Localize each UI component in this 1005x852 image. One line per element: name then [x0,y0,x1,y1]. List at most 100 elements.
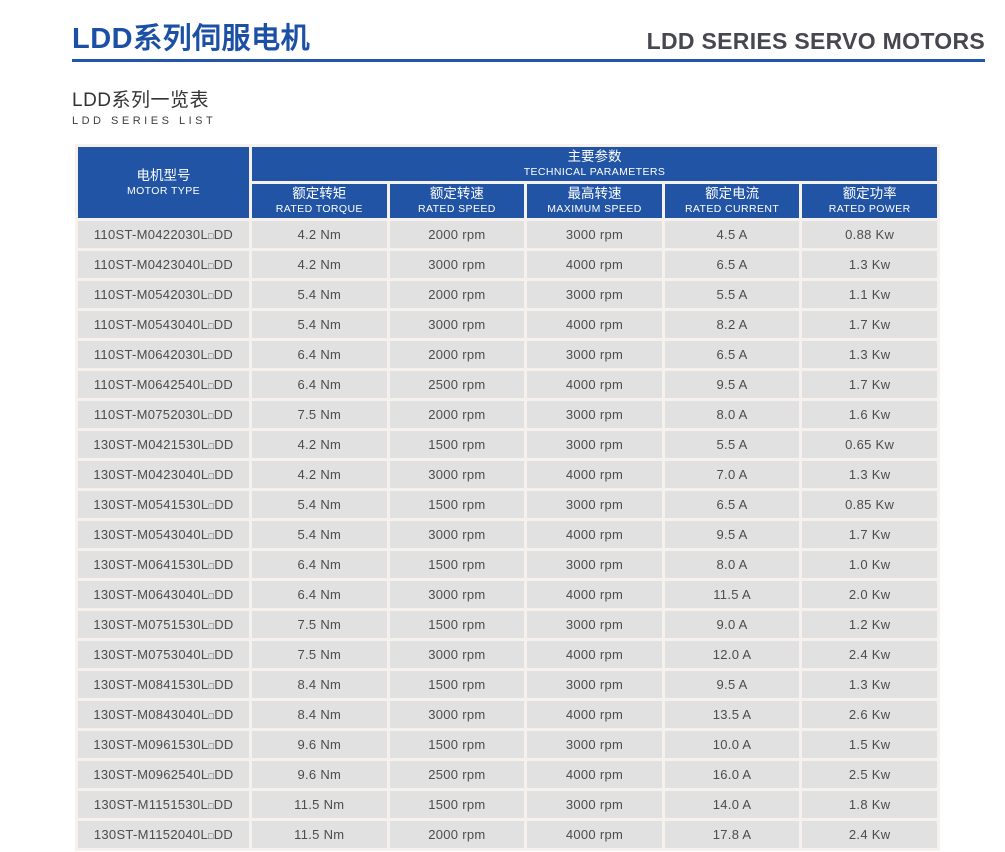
rated-current-cell: 4.5 A [664,221,800,249]
table-row: 130ST-M0753040L□DD 7.5 Nm 3000 rpm 4000 rpm… [78,641,937,669]
motor-type-cell: 130ST-M0753040L□DD [78,641,249,669]
frame-placeholder-square: □ [207,801,214,812]
rated-torque-cell: 11.5 Nm [252,821,387,849]
rated-power-cell: 1.2 Kw [802,611,937,639]
motor-type-cell: 110ST-M0642540L□DD [78,371,249,399]
rated-power-cell: 2.5 Kw [802,761,937,789]
rated-torque-cell: 4.2 Nm [252,221,387,249]
rated-torque-cell: 7.5 Nm [252,641,387,669]
column-header-rated-torque: 额定转矩 RATED TORQUE [252,184,387,219]
motor-type-header-en: MOTOR TYPE [126,184,201,197]
rated-power-cell: 1.6 Kw [802,401,937,429]
rated-power-cell: 1.8 Kw [802,791,937,819]
maximum-speed-cell: 3000 rpm [527,341,662,369]
rated-current-cell: 16.0 A [664,761,800,789]
motor-type-cell: 130ST-M0543040L□DD [78,521,249,549]
maximum-speed-cell: 4000 rpm [527,821,662,849]
motor-type-header-zh: 电机型号 [136,167,191,183]
frame-placeholder-square: □ [208,681,215,692]
frame-placeholder-square: □ [207,351,214,362]
rated-speed-cell: 3000 rpm [389,641,525,669]
rated-speed-cell: 3000 rpm [389,581,525,609]
rated-power-cell: 1.7 Kw [802,311,937,339]
table-row: 130ST-M0751530L□DD 7.5 Nm 1500 rpm 3000 rpm… [78,611,937,639]
frame-placeholder-square: □ [207,321,214,332]
rated-current-cell: 9.5 A [664,671,800,699]
page-title-zh: LDD系列伺服电机 [72,23,311,55]
rated-torque-cell: 4.2 Nm [252,251,387,279]
page-title-en: LDD SERIES SERVO MOTORS [646,28,985,55]
motor-type-cell: 130ST-M0843040L□DD [78,701,249,729]
table-row: 130ST-M0961530L□DD 9.6 Nm 1500 rpm 3000 rpm… [78,731,937,759]
rated-power-cell: 1.1 Kw [802,281,937,309]
rated-power-cell: 1.3 Kw [802,341,937,369]
subtitle-zh: LDD系列一览表 [72,90,210,112]
motor-type-cell: 130ST-M0423040L□DD [78,461,249,489]
maximum-speed-cell: 3000 rpm [527,551,662,579]
rated-power-cell: 1.3 Kw [802,251,937,279]
maximum-speed-cell: 4000 rpm [527,371,662,399]
rated-torque-cell: 6.4 Nm [252,341,387,369]
rated-power-cell: 2.4 Kw [802,641,937,669]
frame-placeholder-square: □ [208,471,215,482]
rated-current-cell: 8.2 A [664,311,800,339]
frame-placeholder-square: □ [208,771,215,782]
rated-torque-cell: 6.4 Nm [252,371,387,399]
rated-power-cell: 2.0 Kw [802,581,937,609]
motor-type-cell: 110ST-M0642030L□DD [78,341,249,369]
rated-power-cell: 0.88 Kw [802,221,937,249]
rated-power-cell: 1.5 Kw [802,731,937,759]
frame-placeholder-square: □ [207,831,214,842]
rated-current-cell: 6.5 A [664,491,800,519]
frame-placeholder-square: □ [208,561,215,572]
frame-placeholder-square: □ [208,591,215,602]
rated-speed-cell: 2000 rpm [389,401,525,429]
table-row: 110ST-M0422030L□DD 4.2 Nm 2000 rpm 3000 rpm… [78,221,937,249]
rated-current-cell: 5.5 A [664,431,800,459]
rated-torque-cell: 4.2 Nm [252,461,387,489]
rated-speed-cell: 1500 rpm [389,791,525,819]
rated-current-cell: 9.5 A [664,371,800,399]
frame-placeholder-square: □ [207,231,214,242]
rated-torque-cell: 5.4 Nm [252,281,387,309]
maximum-speed-cell: 3000 rpm [527,221,662,249]
rated-power-cell: 1.0 Kw [802,551,937,579]
table-row: 130ST-M0541530L□DD 5.4 Nm 1500 rpm 3000 rpm… [78,491,937,519]
technical-parameters-header: 主要参数 TECHNICAL PARAMETERS [252,147,937,182]
section-subtitle: LDD系列一览表 LDD SERIES LIST [72,85,1005,127]
frame-placeholder-square: □ [208,651,215,662]
page-header: LDD系列伺服电机 LDD SERIES SERVO MOTORS [72,23,985,63]
rated-current-cell: 8.0 A [664,401,800,429]
maximum-speed-cell: 4000 rpm [527,761,662,789]
table-row: 110ST-M0543040L□DD 5.4 Nm 3000 rpm 4000 rpm… [78,311,937,339]
table-row: 130ST-M1152040L□DD 11.5 Nm 2000 rpm 4000 rp… [78,821,937,849]
table-row: 130ST-M0423040L□DD 4.2 Nm 3000 rpm 4000 rpm… [78,461,937,489]
rated-current-cell: 5.5 A [664,281,800,309]
frame-placeholder-square: □ [208,501,215,512]
rated-current-cell: 9.5 A [664,521,800,549]
maximum-speed-cell: 3000 rpm [527,731,662,759]
motor-type-cell: 110ST-M0422030L□DD [78,221,249,249]
table-row: 110ST-M0642540L□DD 6.4 Nm 2500 rpm 4000 rpm… [78,371,937,399]
table-row: 130ST-M0641530L□DD 6.4 Nm 1500 rpm 3000 rpm… [78,551,937,579]
frame-placeholder-square: □ [208,621,215,632]
rated-torque-cell: 5.4 Nm [252,521,387,549]
technical-parameters-header-en: TECHNICAL PARAMETERS [523,166,666,179]
spec-table-head: 电机型号 MOTOR TYPE 主要参数 TECHNICAL PARAMETER… [78,147,937,219]
rated-torque-cell: 5.4 Nm [252,491,387,519]
frame-placeholder-square: □ [207,411,214,422]
spec-table-container: 电机型号 MOTOR TYPE 主要参数 TECHNICAL PARAMETER… [75,144,1005,852]
spec-table-body: 110ST-M0422030L□DD 4.2 Nm 2000 rpm 3000 rpm… [78,221,937,849]
table-row: 130ST-M0421530L□DD 4.2 Nm 1500 rpm 3000 rpm… [78,431,937,459]
rated-speed-cell: 1500 rpm [389,491,525,519]
rated-torque-cell: 9.6 Nm [252,731,387,759]
maximum-speed-cell: 3000 rpm [527,431,662,459]
motor-type-cell: 130ST-M1152040L□DD [78,821,249,849]
rated-torque-cell: 6.4 Nm [252,551,387,579]
rated-power-cell: 1.3 Kw [802,461,937,489]
motor-type-cell: 130ST-M0962540L□DD [78,761,249,789]
rated-speed-cell: 2000 rpm [389,821,525,849]
frame-placeholder-square: □ [208,741,215,752]
motor-type-cell: 130ST-M1151530L□DD [78,791,249,819]
rated-current-cell: 13.5 A [664,701,800,729]
